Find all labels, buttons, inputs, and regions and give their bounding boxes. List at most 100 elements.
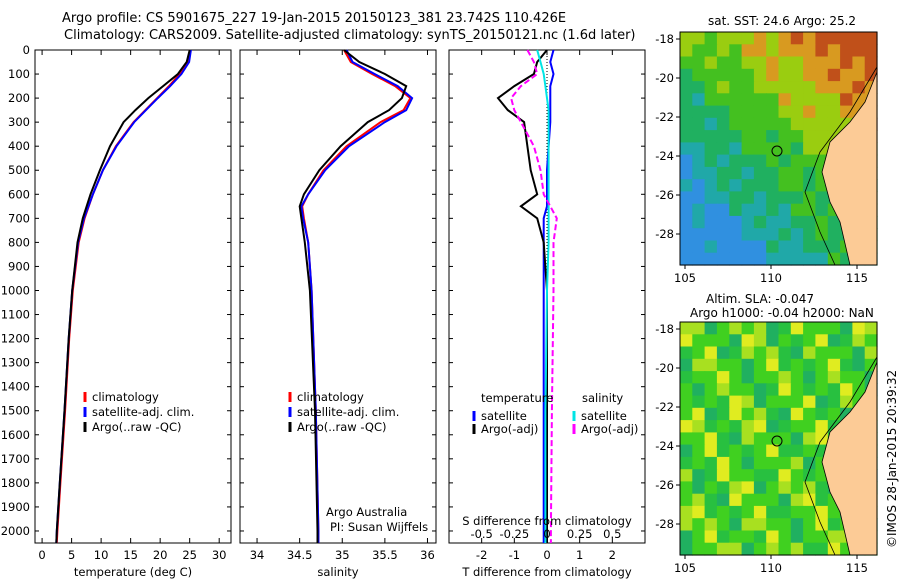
map-cell (729, 444, 743, 458)
map-cell (692, 252, 706, 266)
map-cell (803, 191, 816, 205)
map-cell (704, 322, 718, 335)
map-cell (680, 166, 693, 180)
map-cell (815, 395, 829, 409)
map-cell (704, 395, 718, 409)
map-cell (827, 383, 841, 397)
map-cell (753, 228, 767, 242)
map-cell (716, 154, 730, 168)
map-cell (680, 358, 693, 372)
map-cell (766, 117, 780, 131)
lat-tick-label: -26 (655, 478, 674, 492)
map-cell (803, 44, 816, 58)
map-cell (753, 68, 767, 82)
map-cell (680, 481, 693, 495)
map-cell (704, 228, 718, 242)
map-cell (753, 530, 767, 544)
sst-map: -18 -20 -22 -24 -26 -28 105 110 115 (655, 31, 878, 285)
map-cell (778, 179, 792, 193)
map-cell (741, 68, 755, 82)
map-cell (790, 44, 804, 58)
map-cell (766, 371, 780, 384)
map-cell (815, 215, 829, 229)
map-cell (803, 530, 816, 544)
map-cell (729, 179, 743, 193)
map-cell (753, 252, 767, 266)
map-cell (680, 407, 693, 421)
legend-label: climatology (297, 390, 364, 404)
map-cell (778, 371, 792, 384)
map-cell (741, 530, 755, 544)
map-cell (704, 542, 718, 556)
map-cell (753, 44, 767, 58)
x-tick-label: 36 (420, 548, 435, 562)
map-cell (766, 542, 780, 556)
map-cell (803, 407, 816, 421)
map-cell (680, 191, 693, 205)
map-cell (729, 203, 743, 217)
map-cell (716, 505, 730, 519)
map-cell (716, 252, 730, 266)
map-cell (704, 142, 718, 156)
map-cell (803, 456, 816, 470)
map-cell (741, 154, 755, 168)
x-tick-label: 0 (38, 548, 45, 562)
map-cell (753, 518, 767, 532)
map-cell (680, 68, 693, 82)
map-cell (680, 322, 693, 335)
map-cell (753, 444, 767, 458)
y-tick-label: 2000 (1, 524, 30, 538)
map-cell (716, 44, 730, 58)
map-cell (827, 334, 841, 348)
map-cell (790, 456, 804, 470)
map-cell (729, 215, 743, 229)
map-cell (680, 240, 693, 254)
map-cell (852, 358, 866, 372)
legend-label: climatology (92, 390, 159, 404)
y-tick-label: 400 (8, 139, 30, 153)
map-cell (778, 130, 792, 143)
map-cell (778, 240, 792, 254)
y-tick-label: 1900 (1, 500, 30, 514)
lon-tick-label: 105 (674, 271, 696, 285)
map-cell (803, 371, 816, 384)
map-cell (840, 395, 853, 409)
annotation-line: Argo Australia (326, 505, 407, 519)
map-cell (716, 179, 730, 193)
legend-label: Argo(..raw -QC) (92, 420, 182, 434)
map-cell (852, 68, 866, 82)
map-cell (692, 215, 706, 229)
map-cell (840, 44, 853, 58)
map-cell (741, 166, 755, 180)
map-cell (704, 346, 718, 360)
map-cell (766, 395, 780, 409)
map-cell (790, 322, 804, 335)
map-cell (704, 93, 718, 107)
map-cell (741, 444, 755, 458)
map-cell (680, 530, 693, 544)
lat-tick-label: -24 (655, 439, 674, 453)
map-cell (778, 203, 792, 217)
map-cell (716, 407, 730, 421)
map-cell (716, 432, 730, 446)
map-cell (692, 456, 706, 470)
map-cell (753, 505, 767, 519)
map-cell (692, 154, 706, 168)
imos-credit: ©IMOS 28-Jan-2015 20:39:32 (885, 369, 899, 548)
map-cell (815, 334, 829, 348)
lat-tick-label: -20 (655, 361, 674, 375)
map-cell (753, 81, 767, 94)
map-cell (729, 240, 743, 254)
map-cell (778, 432, 792, 446)
map-cell (729, 530, 743, 544)
map-cell (680, 215, 693, 229)
map-cell (778, 68, 792, 82)
sla-map: -18 -20 -22 -24 -26 -28 105 110 115 (655, 321, 878, 575)
map-cell (692, 166, 706, 180)
map-cell (840, 322, 853, 335)
map-cell (790, 444, 804, 458)
map-cell (753, 456, 767, 470)
map-cell (778, 166, 792, 180)
secondary-tick-label: -0.5 (470, 527, 492, 541)
